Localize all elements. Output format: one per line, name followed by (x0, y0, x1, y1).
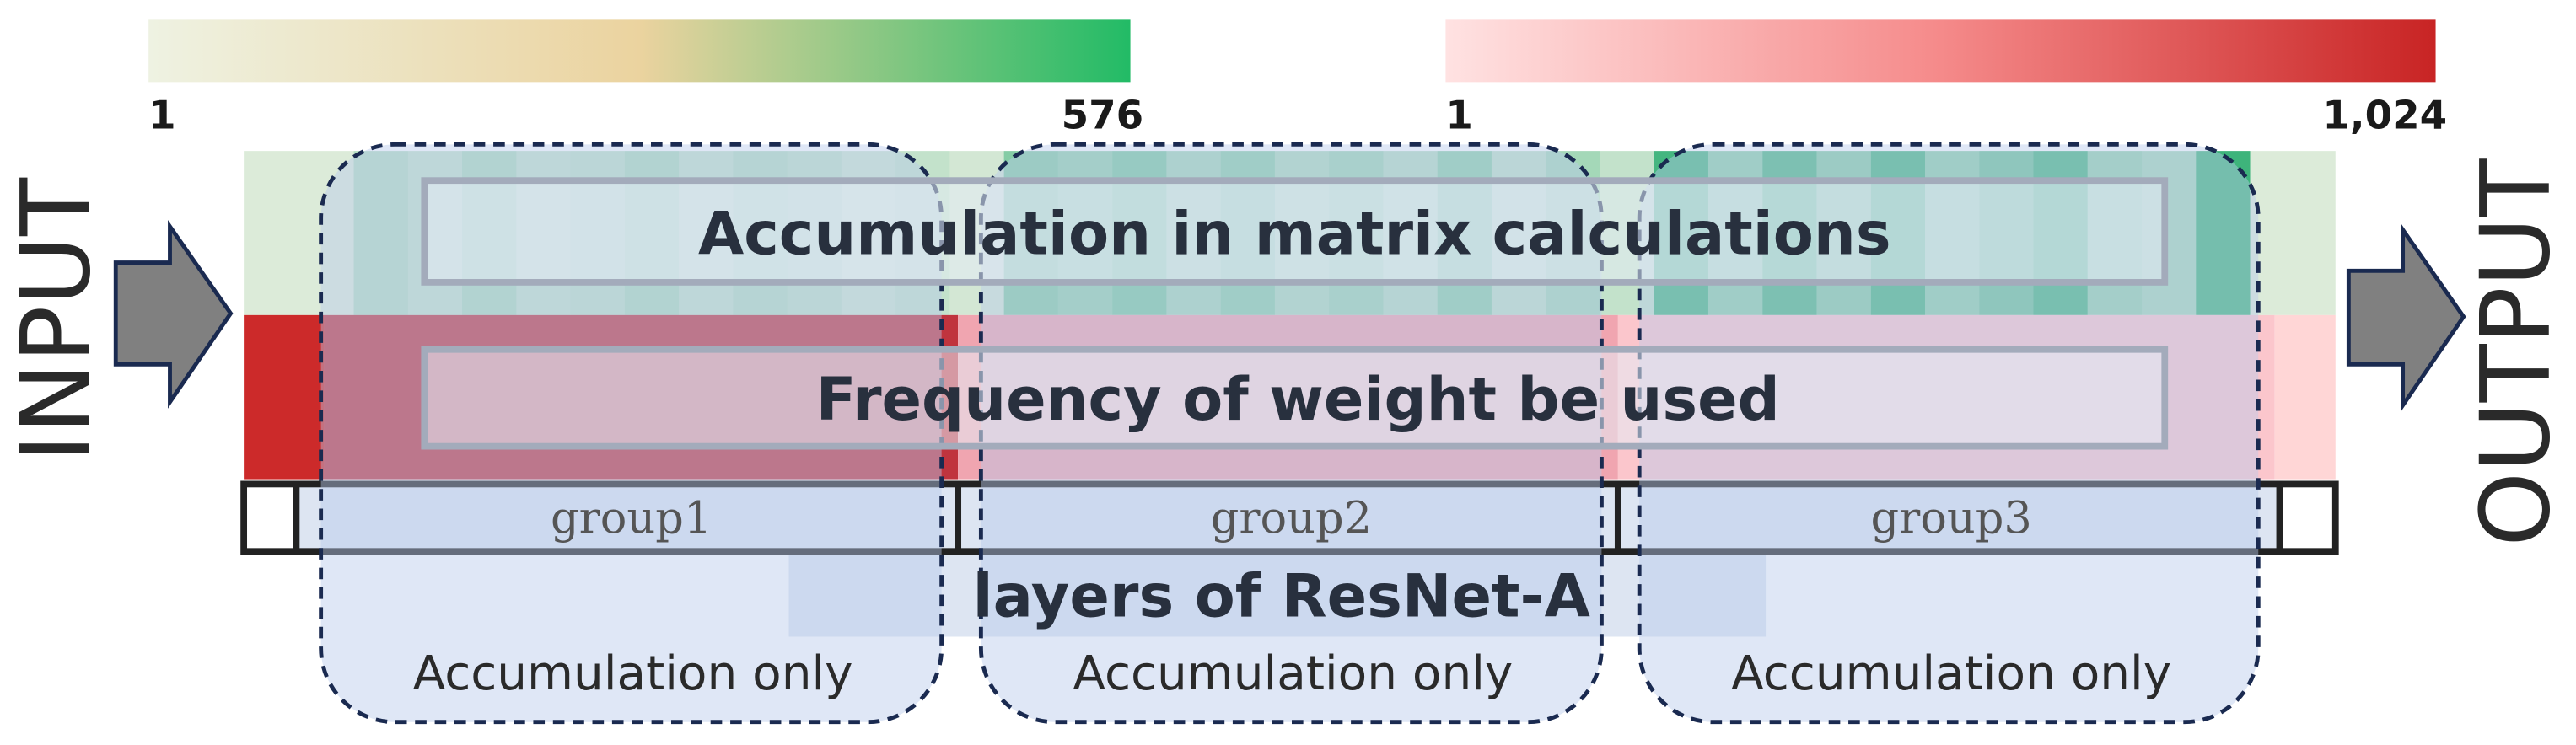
layers-label: layers of ResNet-A (973, 562, 1590, 631)
group-box (240, 480, 300, 555)
region-label: Accumulation only (1731, 646, 2171, 701)
heat-cell (353, 151, 408, 315)
scale-min: 1 (148, 94, 176, 139)
output-label: OUTPUT (2460, 158, 2571, 546)
title-box (421, 346, 2169, 450)
scale-min: 1 (1445, 94, 1473, 139)
region-label: Accumulation only (1073, 646, 1513, 701)
red-scale (1445, 19, 2436, 83)
group-box (2276, 480, 2339, 555)
group-box (293, 480, 962, 555)
scale-max: 1,024 (2322, 94, 2447, 139)
region-label: Accumulation only (413, 646, 853, 701)
group-label: group3 (1870, 493, 2031, 544)
output-arrow (2346, 222, 2466, 412)
row-title: Frequency of weight be used (816, 365, 1780, 434)
heat-cell (2196, 151, 2251, 315)
row-title: Accumulation in matrix calculations (698, 199, 1891, 268)
red-segment (244, 314, 325, 480)
title-box (421, 177, 2169, 286)
input-arrow (113, 219, 234, 409)
input-label: INPUT (1, 177, 112, 463)
green-scale (148, 19, 1131, 83)
group-label: group1 (551, 493, 712, 544)
group-label: group2 (1211, 493, 1372, 544)
scale-max: 576 (1062, 94, 1144, 139)
red-segment (2274, 314, 2336, 480)
